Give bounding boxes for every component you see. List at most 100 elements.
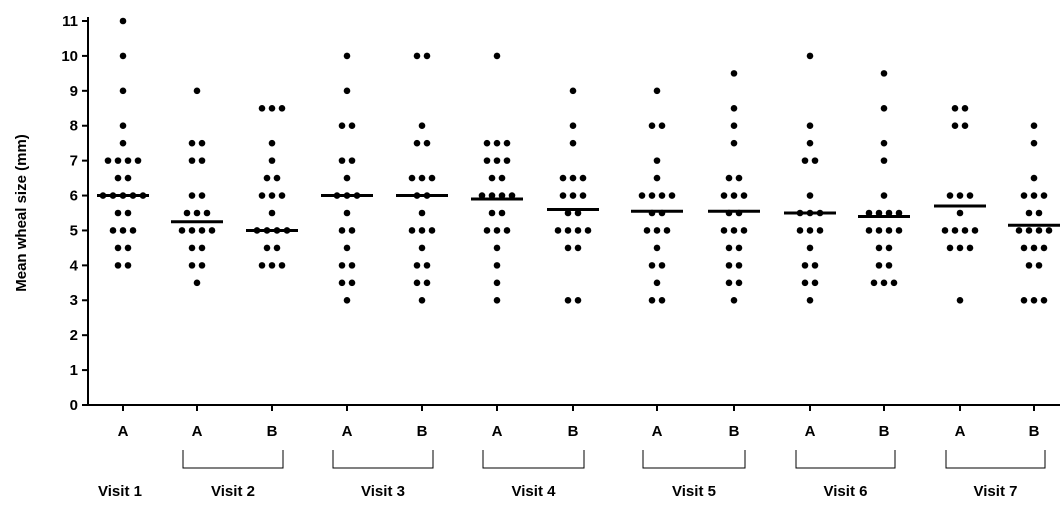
dot <box>338 279 346 287</box>
dot <box>413 262 421 269</box>
dot <box>961 227 969 234</box>
dot <box>493 262 501 269</box>
dot <box>348 122 356 130</box>
dot <box>801 157 809 164</box>
dot <box>493 52 501 60</box>
dot <box>564 296 572 304</box>
dot <box>579 174 587 182</box>
y-tick-label: 9 <box>70 83 78 100</box>
dot <box>1030 296 1038 304</box>
dot <box>338 227 346 234</box>
dot <box>554 227 562 234</box>
dot <box>806 244 814 252</box>
dot <box>796 227 804 234</box>
visit-bracket <box>332 450 434 469</box>
dot <box>956 244 964 252</box>
dot <box>735 174 743 182</box>
visit-bracket <box>795 450 896 469</box>
dot <box>268 192 276 199</box>
dot <box>885 262 893 269</box>
dot <box>109 227 117 234</box>
dot <box>1025 227 1033 234</box>
dot <box>413 139 421 147</box>
dot <box>408 174 416 182</box>
dot <box>268 104 276 112</box>
y-tick-label: 6 <box>70 188 78 205</box>
visit-bracket <box>642 450 746 469</box>
dot <box>124 262 132 269</box>
dot <box>880 157 888 164</box>
dot <box>1020 192 1028 199</box>
dot <box>668 192 676 199</box>
dot <box>875 227 883 234</box>
visit-label: Visit 3 <box>361 483 405 500</box>
dot <box>193 209 201 217</box>
dot <box>268 139 276 147</box>
dot <box>418 296 426 304</box>
dot <box>278 192 286 199</box>
dot <box>971 227 979 234</box>
dot <box>258 192 266 199</box>
dot <box>348 262 356 269</box>
dot <box>343 296 351 304</box>
dot <box>268 209 276 217</box>
dot <box>574 209 582 217</box>
dot <box>725 279 733 287</box>
dot <box>119 139 127 147</box>
dot <box>584 227 592 234</box>
dot <box>658 192 666 199</box>
dot <box>338 157 346 164</box>
y-tick-label: 11 <box>62 13 78 30</box>
dot <box>188 227 196 234</box>
dot <box>730 122 738 130</box>
dot <box>806 192 814 199</box>
dot <box>579 192 587 199</box>
dot <box>493 157 501 164</box>
x-tick-label: B <box>568 423 579 440</box>
dot <box>1035 227 1043 234</box>
dot <box>946 192 954 199</box>
dot <box>408 227 416 234</box>
dot <box>198 157 206 164</box>
dot <box>1020 296 1028 304</box>
dot <box>811 279 819 287</box>
dot <box>880 104 888 112</box>
dot <box>129 227 137 234</box>
dot <box>343 174 351 182</box>
y-tick-label: 1 <box>70 362 78 379</box>
dot <box>198 139 206 147</box>
x-tick-label: B <box>879 423 890 440</box>
dot <box>124 244 132 252</box>
dot <box>730 227 738 234</box>
visit-label: Visit 6 <box>824 483 868 500</box>
dot <box>493 244 501 252</box>
dot <box>273 174 281 182</box>
dot <box>946 244 954 252</box>
dot <box>806 227 814 234</box>
dot <box>735 279 743 287</box>
dot <box>730 70 738 77</box>
dot <box>725 262 733 269</box>
dot <box>653 157 661 164</box>
dot <box>1035 262 1043 269</box>
visit-bracket <box>945 450 1046 469</box>
dot <box>423 139 431 147</box>
dot <box>956 192 964 199</box>
y-tick-label: 0 <box>70 397 78 414</box>
dot <box>720 192 728 199</box>
dot <box>114 244 122 252</box>
dot <box>1035 209 1043 217</box>
dot <box>198 227 206 234</box>
dot <box>258 104 266 112</box>
x-tick-label: A <box>492 423 503 440</box>
x-tick-label: B <box>267 423 278 440</box>
dot <box>188 262 196 269</box>
dot <box>574 244 582 252</box>
dot <box>119 52 127 60</box>
dot <box>503 139 511 147</box>
visit-label: Visit 1 <box>98 483 142 500</box>
dot <box>895 227 903 234</box>
dot <box>961 122 969 130</box>
dot <box>114 262 122 269</box>
